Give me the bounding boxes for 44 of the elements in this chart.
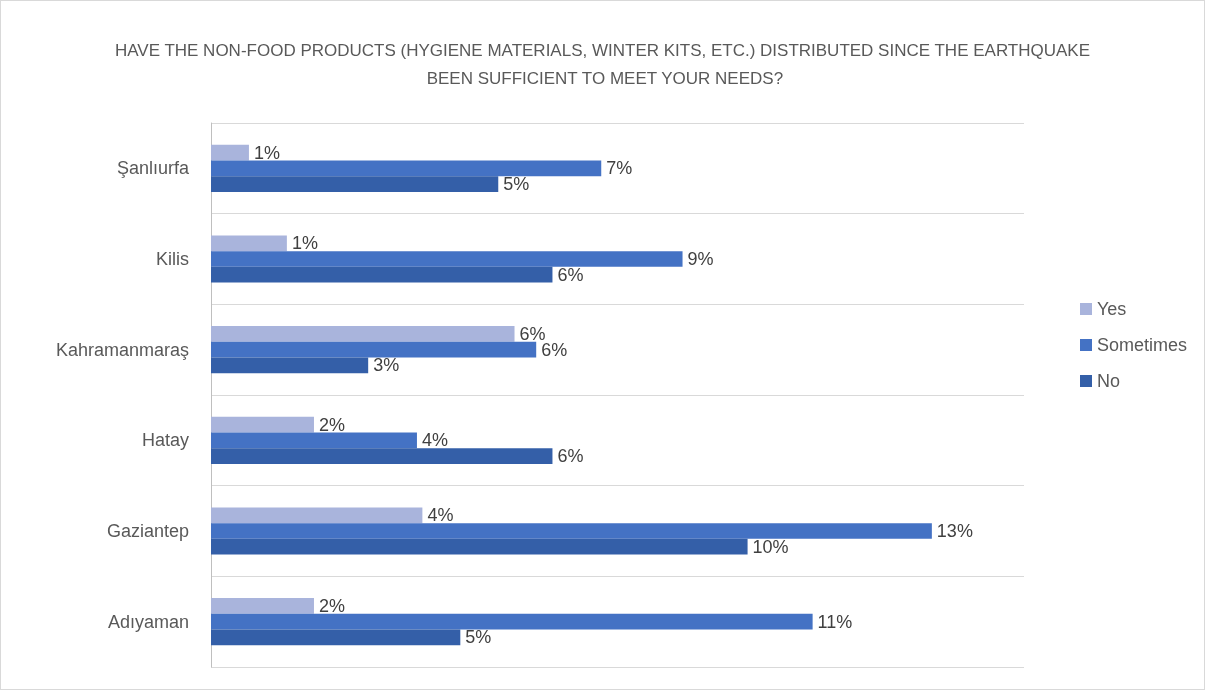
bar	[211, 507, 423, 524]
data-label: 9%	[687, 249, 714, 269]
data-label: 5%	[465, 627, 492, 648]
data-label: 1%	[291, 233, 318, 254]
data-label: 2%	[318, 595, 345, 616]
data-label: 11%	[817, 611, 853, 632]
data-label: 4%	[421, 430, 448, 451]
bar	[211, 523, 932, 539]
bar	[211, 266, 553, 283]
bar	[211, 326, 515, 342]
data-label: 1%	[253, 142, 280, 163]
bar	[211, 538, 748, 555]
bar	[211, 613, 813, 630]
data-label: 13%	[936, 521, 973, 541]
y-tick-label: Adıyaman	[107, 611, 189, 632]
bar	[211, 251, 683, 267]
data-label: 2%	[318, 414, 345, 435]
bar	[211, 144, 249, 161]
legend-label: No	[1096, 371, 1120, 391]
bar	[211, 432, 417, 449]
bar	[211, 235, 287, 252]
chart-title: HAVE THE NON-FOOD PRODUCTS (HYGIENE MATERIALS, WINTER KITS, ETC.) DISTRIBUTED SINCE THE EARTHQUAKE BEEN SUFFICIENT TO MEET YOUR NEEDS?	[114, 40, 1091, 88]
data-label: 7%	[606, 158, 633, 179]
data-label: 4%	[427, 505, 454, 526]
bar	[211, 341, 537, 358]
y-tick-label: Gaziantep	[106, 521, 189, 541]
bar	[211, 416, 314, 433]
y-tick-label: Kilis	[155, 249, 189, 269]
y-tick-label: Şanlıurfa	[116, 158, 190, 179]
data-label: 6%	[557, 264, 584, 285]
bar	[211, 598, 314, 614]
data-label: 5%	[503, 174, 530, 195]
data-label: 3%	[373, 355, 400, 376]
bar	[211, 176, 499, 192]
y-tick-label: Hatay	[141, 430, 189, 451]
legend-label: Yes	[1096, 299, 1127, 319]
data-label: 6%	[557, 446, 584, 467]
data-label: 10%	[752, 536, 789, 557]
bar	[211, 357, 369, 374]
legend-label: Sometimes	[1096, 335, 1187, 355]
bar	[211, 448, 553, 464]
bar	[211, 629, 461, 646]
y-tick-label: Kahramanmaraş	[55, 339, 189, 360]
bar	[211, 160, 602, 177]
